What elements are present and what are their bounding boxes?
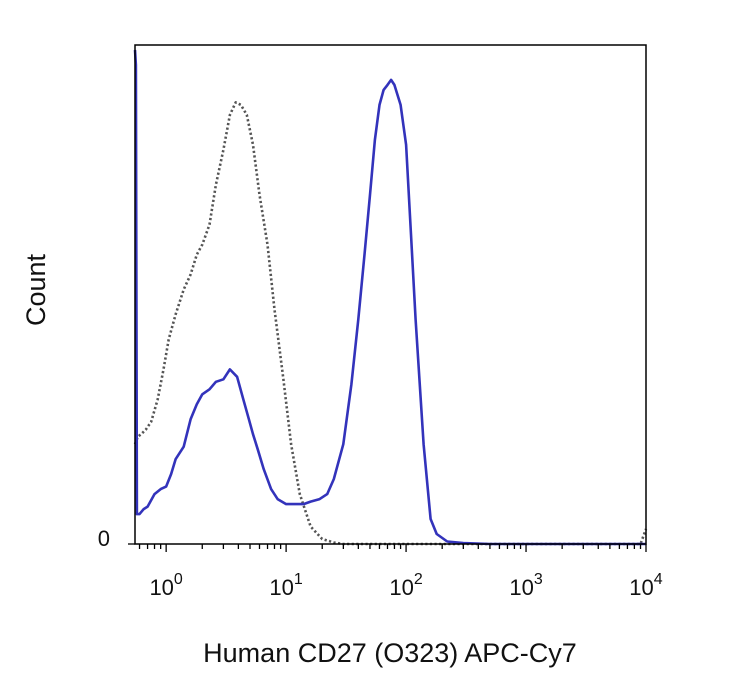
x-axis-title: Human CD27 (O323) APC-Cy7 bbox=[203, 638, 577, 668]
x-axis-ticks bbox=[128, 543, 647, 552]
y-axis-title: Count bbox=[21, 253, 51, 326]
series-line-control-dotted bbox=[133, 101, 648, 546]
plot-frame bbox=[134, 44, 647, 545]
x-tick-label-1: 101 bbox=[269, 571, 302, 600]
x-tick-label-4: 104 bbox=[629, 571, 662, 600]
x-tick-label-2: 102 bbox=[389, 571, 422, 600]
y-tick-label-0: 0 bbox=[98, 526, 110, 551]
tick-labels: 100 101 102 103 104 bbox=[149, 571, 662, 600]
x-tick-label-3: 103 bbox=[509, 571, 542, 600]
series-line-stained-solid bbox=[133, 49, 646, 546]
x-tick-label-0: 100 bbox=[149, 571, 182, 600]
series-layer bbox=[133, 49, 648, 546]
